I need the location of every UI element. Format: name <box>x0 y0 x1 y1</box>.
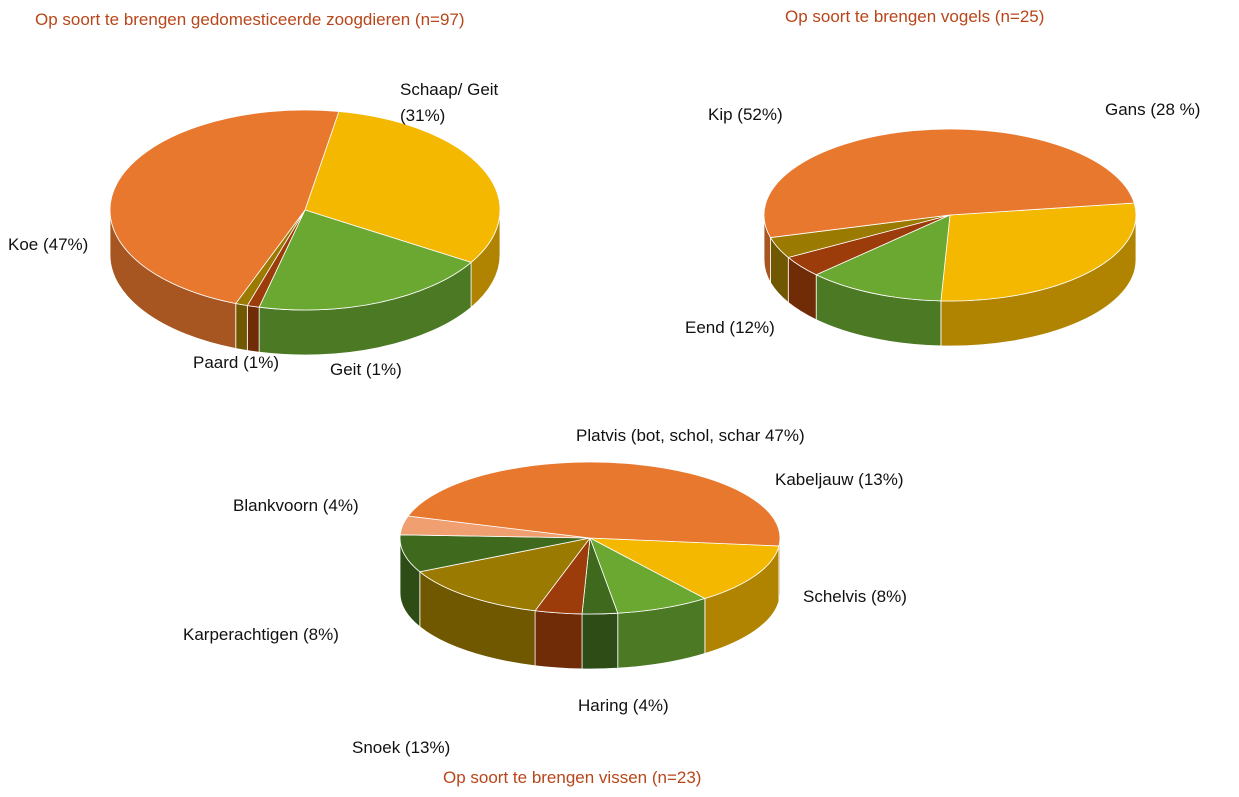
pie-slice-side <box>535 611 582 669</box>
pie-slice-side <box>236 303 248 350</box>
slice-label: Eend (12%) <box>685 315 775 341</box>
slice-label: Kip (52%) <box>708 102 783 128</box>
page: Op soort te brengen gedomesticeerde zoog… <box>0 0 1239 797</box>
slice-label: Blankvoorn (4%) <box>233 493 359 519</box>
slice-label: Snoek (13%) <box>352 735 450 761</box>
slice-label: Karperachtigen (8%) <box>183 622 339 648</box>
chart-title: Op soort te brengen gedomesticeerde zoog… <box>35 9 465 31</box>
pie-slice-side <box>779 538 780 601</box>
slice-label: Schelvis (8%) <box>803 584 907 610</box>
slice-label: Gans (28 %) <box>1105 97 1200 123</box>
charts <box>0 0 1239 797</box>
slice-label: Schaap/ Geit (31%) <box>400 77 510 129</box>
slice-label: Paard (1%) <box>193 350 279 376</box>
slice-label: Kabeljauw (13%) <box>775 467 904 493</box>
pie-slice-side <box>582 613 618 669</box>
chart-title: Op soort te brengen vogels (n=25) <box>785 6 1044 28</box>
slice-label: Koe (47%) <box>8 232 88 258</box>
pie-slice-side <box>247 306 259 353</box>
slice-label: Haring (4%) <box>578 693 669 719</box>
slice-label: Geit (1%) <box>330 357 402 383</box>
chart-title: Op soort te brengen vissen (n=23) <box>443 767 701 789</box>
slice-label: Platvis (bot, schol, schar 47%) <box>576 423 805 449</box>
